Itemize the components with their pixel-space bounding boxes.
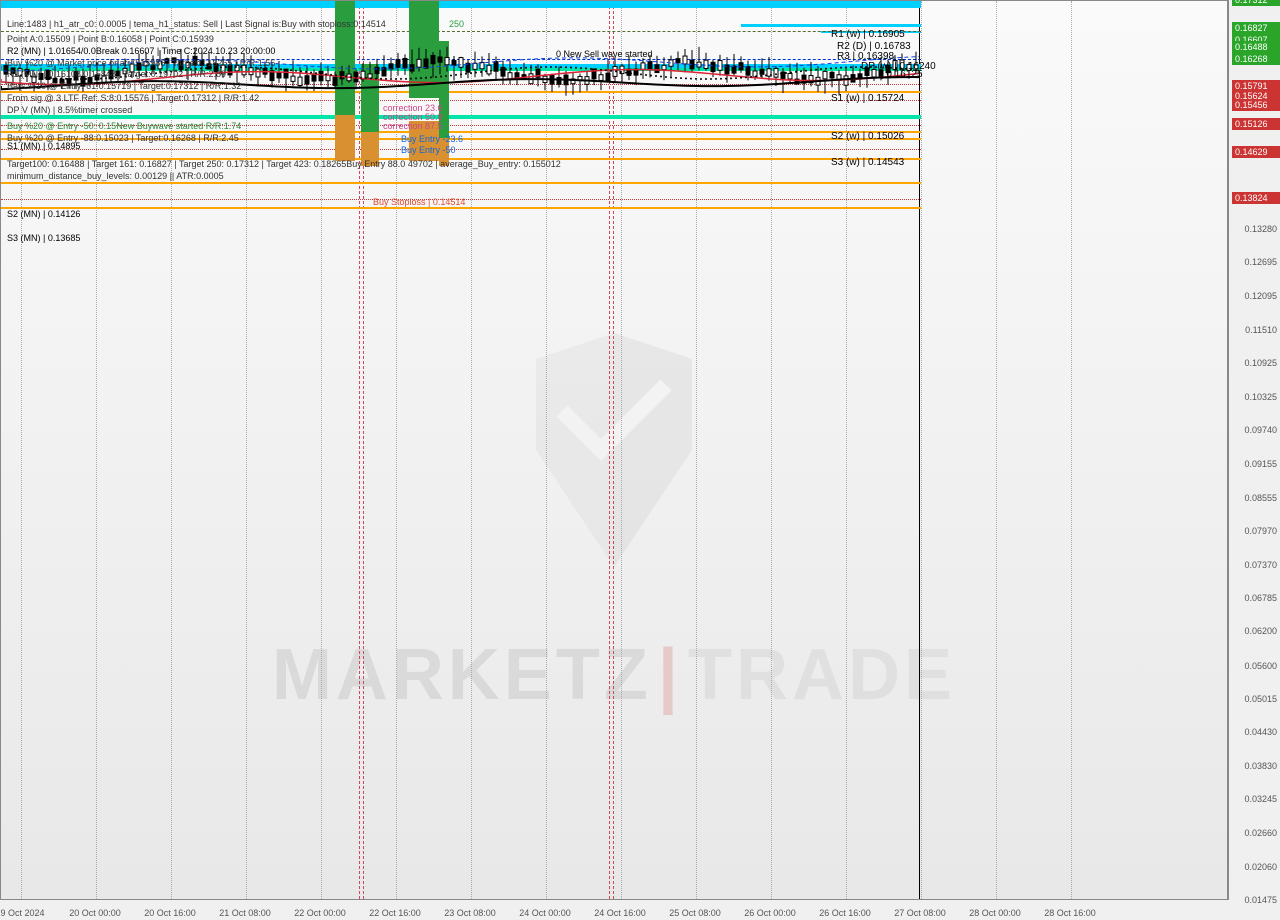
- y-tick: 0.09740: [1244, 425, 1277, 435]
- y-tick: 0.09155: [1244, 459, 1277, 469]
- overlay-text: minimum_distance_buy_levels: 0.00129 || …: [7, 171, 224, 181]
- level-label: S2 (w) | 0.15026: [831, 131, 904, 142]
- price-label: 0.17312: [1232, 0, 1280, 6]
- level-label: S3 (w) | 0.14543: [831, 157, 904, 168]
- y-tick: 0.12695: [1244, 257, 1277, 267]
- x-tick: 20 Oct 00:00: [69, 908, 121, 918]
- x-tick: 22 Oct 00:00: [294, 908, 346, 918]
- y-tick: 0.01475: [1244, 895, 1277, 905]
- overlay-text: DP V (MN) | 8.5%timer crossed: [7, 105, 132, 115]
- overlay-text: Point A:0.15509 | Point B:0.16058 | Poin…: [7, 34, 214, 44]
- level-label: R1 (w) | 0.16905: [831, 29, 905, 40]
- x-tick: 23 Oct 08:00: [444, 908, 496, 918]
- overlay-text: 0 New Sell wave started: [556, 49, 653, 59]
- price-label: 0.15456: [1232, 99, 1280, 111]
- y-tick: 0.03245: [1244, 794, 1277, 804]
- level-label: S1 (w) | 0.15724: [831, 93, 904, 104]
- y-tick: 0.04430: [1244, 727, 1277, 737]
- chart-plot-area[interactable]: MARKETZ|TRADE Line:1483 | h1_atr_c0: 0.0…: [0, 0, 1228, 900]
- overlay-text: S1 (MN) | 0.14895: [7, 141, 80, 151]
- x-tick: 22 Oct 16:00: [369, 908, 421, 918]
- overlay-text: From sig @ 3 LTF Ref: S:8:0.15576 | Targ…: [7, 93, 259, 103]
- x-tick: 21 Oct 08:00: [219, 908, 271, 918]
- x-tick: 24 Oct 00:00: [519, 908, 571, 918]
- overlay-text: Buy Entry -23.6: [401, 134, 463, 144]
- y-tick: 0.02060: [1244, 862, 1277, 872]
- x-tick: 28 Oct 00:00: [969, 908, 1021, 918]
- overlay-text: Target100: 0.16488 | Target 161: 0.16827…: [7, 159, 561, 169]
- y-tick: 0.06200: [1244, 626, 1277, 636]
- y-tick: 0.12095: [1244, 291, 1277, 301]
- overlay-text: S2 (MN) | 0.14126: [7, 209, 80, 219]
- y-tick: 0.10325: [1244, 392, 1277, 402]
- y-tick: 0.05015: [1244, 694, 1277, 704]
- x-tick: 24 Oct 16:00: [594, 908, 646, 918]
- overlay-text: R1 (MN) | 0.16108 0.15848 | Target:0.197…: [7, 69, 226, 79]
- overlay-text: R2 (MN) | 1.01654/0.0Break 0.16607 | Tim…: [7, 46, 275, 56]
- y-axis: 0.13280 0.12695 0.12095 0.11510 0.10925 0.103…: [1228, 0, 1280, 900]
- level-label: | 0.16125: [881, 69, 923, 80]
- watermark-text: MARKETZ|TRADE: [272, 634, 956, 716]
- x-tick: 26 Oct 00:00: [744, 908, 796, 918]
- overlay-text: 250: [449, 19, 464, 29]
- overlay-text: correction 87.5: [383, 121, 443, 131]
- x-tick: 26 Oct 16:00: [819, 908, 871, 918]
- y-tick: 0.02660: [1244, 828, 1277, 838]
- y-tick: 0.07370: [1244, 560, 1277, 570]
- overlay-text: S3 (MN) | 0.13685: [7, 233, 80, 243]
- price-label: 0.15126: [1232, 118, 1280, 130]
- price-label: 0.16827: [1232, 22, 1280, 34]
- price-label: 0.16488: [1232, 41, 1280, 53]
- y-tick: 0.03830: [1244, 761, 1277, 771]
- y-tick: 0.13280: [1244, 224, 1277, 234]
- y-tick: 0.06785: [1244, 593, 1277, 603]
- y-tick: 0.10925: [1244, 358, 1277, 368]
- overlay-text: Line:1483 | h1_atr_c0: 0.0005 | tema_h1_…: [7, 19, 386, 29]
- x-tick: 20 Oct 16:00: [144, 908, 196, 918]
- overlay-text: Buy Stoploss | 0.14514: [373, 197, 465, 207]
- watermark-shield: [484, 320, 744, 580]
- x-tick: 25 Oct 08:00: [669, 908, 721, 918]
- overlay-text: Buy Entry -50: [401, 145, 456, 155]
- y-tick: 0.08555: [1244, 493, 1277, 503]
- overlay-text: Buy %20 @ Market price or atr 0.15986 | …: [7, 58, 275, 68]
- x-tick: 27 Oct 08:00: [894, 908, 946, 918]
- x-axis: 19 Oct 2024 20 Oct 00:00 20 Oct 16:00 21 Oc…: [0, 900, 1228, 920]
- price-label: 0.16268: [1232, 53, 1280, 65]
- overlay-text: Bars %10 @ Entry: 61:0.15719 | Target:0.…: [7, 81, 241, 91]
- x-tick: 19 Oct 2024: [0, 908, 45, 918]
- price-label: 0.13824: [1232, 192, 1280, 204]
- x-tick: 28 Oct 16:00: [1044, 908, 1096, 918]
- y-tick: 0.11510: [1245, 325, 1277, 335]
- y-tick: 0.07970: [1244, 526, 1277, 536]
- overlay-text: Buy %20 @ Entry -50: 0.15New Buywave sta…: [7, 121, 241, 131]
- y-tick: 0.05600: [1244, 661, 1277, 671]
- price-label: 0.14629: [1232, 146, 1280, 158]
